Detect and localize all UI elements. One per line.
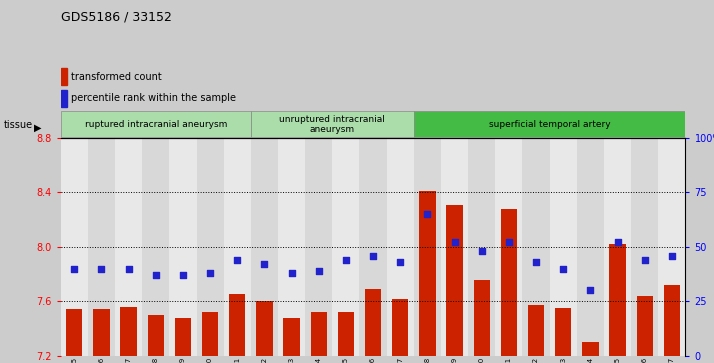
Text: unruptured intracranial
aneurysm: unruptured intracranial aneurysm <box>279 115 386 134</box>
Bar <box>419 191 436 356</box>
Bar <box>338 312 354 356</box>
FancyBboxPatch shape <box>251 111 414 137</box>
Bar <box>148 315 164 356</box>
Bar <box>175 318 191 356</box>
Bar <box>501 209 517 356</box>
Text: superficial temporal artery: superficial temporal artery <box>489 120 610 129</box>
Bar <box>283 318 300 356</box>
Bar <box>604 138 631 356</box>
Bar <box>387 138 414 356</box>
Bar <box>441 138 468 356</box>
Bar <box>582 342 598 356</box>
Bar <box>202 312 218 356</box>
Bar <box>496 138 523 356</box>
Bar <box>577 138 604 356</box>
Point <box>204 270 216 276</box>
Point <box>612 240 623 245</box>
Bar <box>305 138 332 356</box>
Point <box>395 259 406 265</box>
Bar <box>637 296 653 356</box>
Point <box>531 259 542 265</box>
Text: tissue: tissue <box>4 120 33 130</box>
Bar <box>311 312 327 356</box>
Bar <box>658 138 685 356</box>
Point <box>585 287 596 293</box>
Bar <box>256 301 273 356</box>
Bar <box>121 307 137 356</box>
Text: transformed count: transformed count <box>71 72 161 82</box>
Text: percentile rank within the sample: percentile rank within the sample <box>71 93 236 103</box>
Bar <box>555 308 571 356</box>
Point <box>177 272 188 278</box>
Bar <box>528 305 544 356</box>
Point <box>313 268 324 274</box>
Point <box>422 211 433 217</box>
Point <box>558 266 569 272</box>
Point <box>258 261 270 267</box>
Bar <box>88 138 115 356</box>
Bar <box>94 309 109 356</box>
Bar <box>332 138 359 356</box>
Bar <box>251 138 278 356</box>
Bar <box>550 138 577 356</box>
Bar <box>365 289 381 356</box>
Point <box>476 248 488 254</box>
Bar <box>66 309 82 356</box>
Bar <box>468 138 496 356</box>
Point <box>123 266 134 272</box>
Point <box>231 257 243 263</box>
Bar <box>359 138 387 356</box>
Point <box>150 272 161 278</box>
Bar <box>142 138 169 356</box>
Bar <box>169 138 196 356</box>
Bar <box>664 285 680 356</box>
Bar <box>229 294 246 356</box>
Point <box>96 266 107 272</box>
Text: ruptured intracranial aneurysm: ruptured intracranial aneurysm <box>84 120 227 129</box>
FancyBboxPatch shape <box>61 111 251 137</box>
Bar <box>473 280 490 356</box>
Point <box>503 240 515 245</box>
Point <box>367 253 378 258</box>
Point <box>666 253 678 258</box>
Bar <box>223 138 251 356</box>
FancyBboxPatch shape <box>414 111 685 137</box>
Point <box>639 257 650 263</box>
Bar <box>631 138 658 356</box>
Bar <box>196 138 223 356</box>
Text: ▶: ▶ <box>34 123 42 133</box>
Bar <box>414 138 441 356</box>
Point <box>69 266 80 272</box>
Text: GDS5186 / 33152: GDS5186 / 33152 <box>61 11 171 24</box>
Bar <box>446 205 463 356</box>
Point <box>340 257 351 263</box>
Bar <box>278 138 305 356</box>
Bar <box>61 68 67 85</box>
Bar <box>115 138 142 356</box>
Point <box>286 270 297 276</box>
Bar <box>523 138 550 356</box>
Point <box>449 240 461 245</box>
Bar <box>392 298 408 356</box>
Bar <box>609 244 625 356</box>
Bar <box>61 138 88 356</box>
Bar <box>61 90 67 107</box>
